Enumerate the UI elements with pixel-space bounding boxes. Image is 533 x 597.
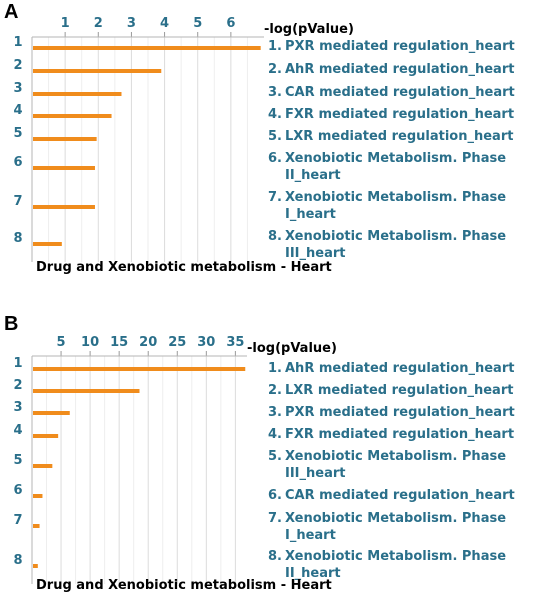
category-label: 8 [13, 231, 22, 246]
category-label: 3 [13, 400, 22, 415]
x-tick-label: 1 [61, 16, 70, 31]
legend-number: 1. [268, 361, 282, 376]
legend-entry: Xenobiotic Metabolism. Phase [285, 229, 506, 244]
x-tick-label: 2 [94, 16, 103, 31]
bar [33, 46, 261, 50]
legend-number: 7. [268, 190, 282, 205]
legend-entry: PXR mediated regulation_heart [285, 405, 515, 420]
bar [33, 242, 62, 246]
x-tick-label: 5 [57, 335, 66, 350]
chart-title: Drug and Xenobiotic metabolism - Heart [36, 578, 332, 593]
category-label: 4 [13, 103, 22, 118]
x-tick-label: 20 [139, 335, 157, 350]
bar [33, 411, 70, 415]
legend-number: 4. [268, 107, 282, 122]
legend-entry: Xenobiotic Metabolism. Phase [285, 151, 506, 166]
category-label: 4 [13, 423, 22, 438]
chart-panel-b: 5 10 15 20 25 30 35 -log(pValue) 1 2 3 4 5 6 7 8 1. AhR m… [13, 335, 514, 593]
bar [33, 524, 40, 528]
legend-entry: CAR mediated regulation_heart [285, 85, 515, 100]
category-label: 2 [13, 378, 22, 393]
chart-panel-a: 1 2 3 4 5 6 -log(pValue) 1 2 3 4 5 6 7 8 1. PXR mediated… [13, 16, 514, 275]
legend-number: 5. [268, 129, 282, 144]
legend-entry: LXR mediated regulation_heart [285, 383, 513, 398]
legend-number: 8. [268, 229, 282, 244]
category-label: 6 [13, 155, 22, 170]
category-label: 3 [13, 81, 22, 96]
bar [33, 564, 38, 568]
category-label: 2 [13, 58, 22, 73]
legend-entry: FXR mediated regulation_heart [285, 427, 514, 442]
bar [33, 205, 95, 209]
bar [33, 434, 59, 438]
x-tick-label: 30 [197, 335, 215, 350]
legend-number: 5. [268, 449, 282, 464]
bar [33, 92, 122, 96]
bar [33, 137, 97, 141]
x-tick-label: 25 [168, 335, 186, 350]
bar [33, 464, 53, 468]
legend-number: 4. [268, 427, 282, 442]
legend-number: 7. [268, 511, 282, 526]
bar [33, 69, 162, 73]
bar [33, 166, 95, 170]
category-label: 7 [13, 194, 22, 209]
legend-number: 2. [268, 383, 282, 398]
category-label: 6 [13, 483, 22, 498]
category-label: 5 [13, 126, 22, 141]
x-tick-label: 15 [110, 335, 128, 350]
x-tick-label: 35 [226, 335, 244, 350]
category-label: 5 [13, 453, 22, 468]
legend-entry: LXR mediated regulation_heart [285, 129, 513, 144]
chart-title: Drug and Xenobiotic metabolism - Heart [36, 260, 332, 275]
legend-entry: III_heart [285, 246, 345, 261]
category-label: 8 [13, 553, 22, 568]
legend-entry: PXR mediated regulation_heart [285, 39, 515, 54]
legend-entry: III_heart [285, 466, 345, 481]
legend-entry: I_heart [285, 528, 336, 543]
bar [33, 494, 43, 498]
category-label: 1 [13, 356, 22, 371]
legend-number: 8. [268, 549, 282, 564]
category-label: 7 [13, 513, 22, 528]
legend-entry: AhR mediated regulation_heart [285, 361, 514, 376]
x-axis-label: -log(pValue) [247, 341, 337, 356]
legend-number: 3. [268, 405, 282, 420]
x-tick-label: 5 [193, 16, 202, 31]
x-tick-label: 10 [81, 335, 99, 350]
panel-letter-a: A [4, 1, 18, 23]
legend-number: 6. [268, 151, 282, 166]
bar [33, 389, 140, 393]
legend-number: 2. [268, 62, 282, 77]
legend-entry: Xenobiotic Metabolism. Phase [285, 511, 506, 526]
panel-letter-b: B [4, 313, 18, 335]
legend-entry: Xenobiotic Metabolism. Phase [285, 549, 506, 564]
x-tick-label: 6 [226, 16, 235, 31]
legend-number: 3. [268, 85, 282, 100]
x-tick-label: 4 [160, 16, 169, 31]
x-tick-label: 3 [127, 16, 136, 31]
bar [33, 114, 112, 118]
legend-number: 1. [268, 39, 282, 54]
legend-entry: I_heart [285, 207, 336, 222]
legend-entry: II_heart [285, 168, 341, 183]
legend-entry: II_heart [285, 566, 341, 581]
legend-entry: Xenobiotic Metabolism. Phase [285, 449, 506, 464]
legend-entry: CAR mediated regulation_heart [285, 488, 515, 503]
bar [33, 367, 246, 371]
x-axis-label: -log(pValue) [264, 22, 354, 37]
legend-entry: Xenobiotic Metabolism. Phase [285, 190, 506, 205]
category-label: 1 [13, 35, 22, 50]
legend-number: 6. [268, 488, 282, 503]
legend-entry: FXR mediated regulation_heart [285, 107, 514, 122]
legend-entry: AhR mediated regulation_heart [285, 62, 514, 77]
